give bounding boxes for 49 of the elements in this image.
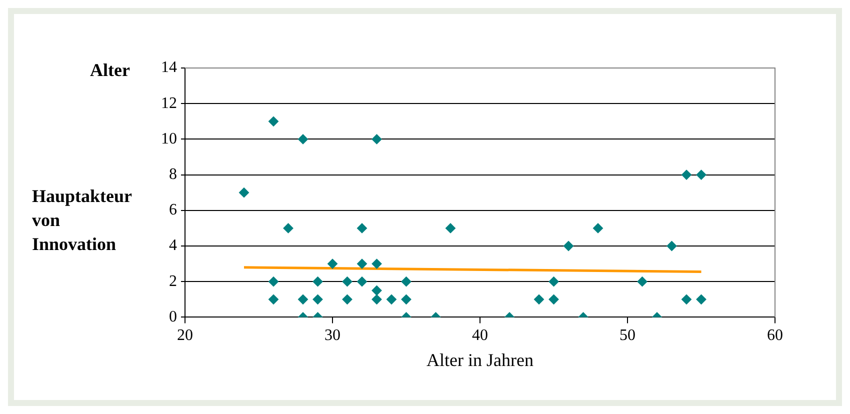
x-tick-label: 60 (767, 327, 783, 344)
point (268, 294, 278, 304)
point (637, 276, 648, 287)
point (239, 188, 249, 198)
point (666, 241, 677, 251)
point (312, 276, 323, 287)
x-axis-title: Alter in Jahren (426, 350, 534, 370)
y-tick-label: 8 (169, 166, 177, 184)
y-tick-label: 10 (161, 130, 177, 148)
point (372, 258, 382, 269)
point (298, 294, 308, 304)
point (342, 294, 352, 304)
point (268, 276, 278, 287)
point (564, 241, 574, 251)
y-tick-label: 14 (161, 59, 177, 76)
point (593, 223, 603, 234)
point (682, 294, 692, 304)
point (548, 276, 559, 287)
point (696, 294, 706, 304)
point (357, 223, 367, 234)
point (312, 294, 323, 304)
y-tick-label: 2 (169, 272, 177, 290)
x-tick-label: 50 (620, 327, 636, 344)
y-tick-label: 0 (169, 308, 177, 326)
point (372, 134, 382, 144)
point (372, 286, 382, 296)
point (283, 223, 294, 234)
point (268, 116, 278, 126)
y-tick-label: 12 (161, 94, 177, 112)
point (696, 170, 706, 180)
y-tick-label: 6 (169, 202, 177, 219)
point (548, 294, 559, 304)
point (342, 276, 352, 287)
point (446, 223, 456, 234)
point (401, 276, 412, 287)
point (386, 294, 396, 304)
point (357, 258, 367, 269)
x-tick-label: 20 (177, 327, 193, 344)
point (682, 170, 692, 180)
x-tick-label: 30 (324, 327, 340, 344)
x-tick-label: 40 (472, 327, 488, 344)
point (401, 294, 412, 304)
point (534, 294, 544, 304)
point (372, 294, 382, 304)
point (298, 134, 308, 144)
y-tick-label: 4 (169, 237, 177, 254)
point (328, 258, 338, 269)
text: Alter Hauptakteur von Innovation (32, 60, 132, 254)
point (357, 276, 367, 287)
